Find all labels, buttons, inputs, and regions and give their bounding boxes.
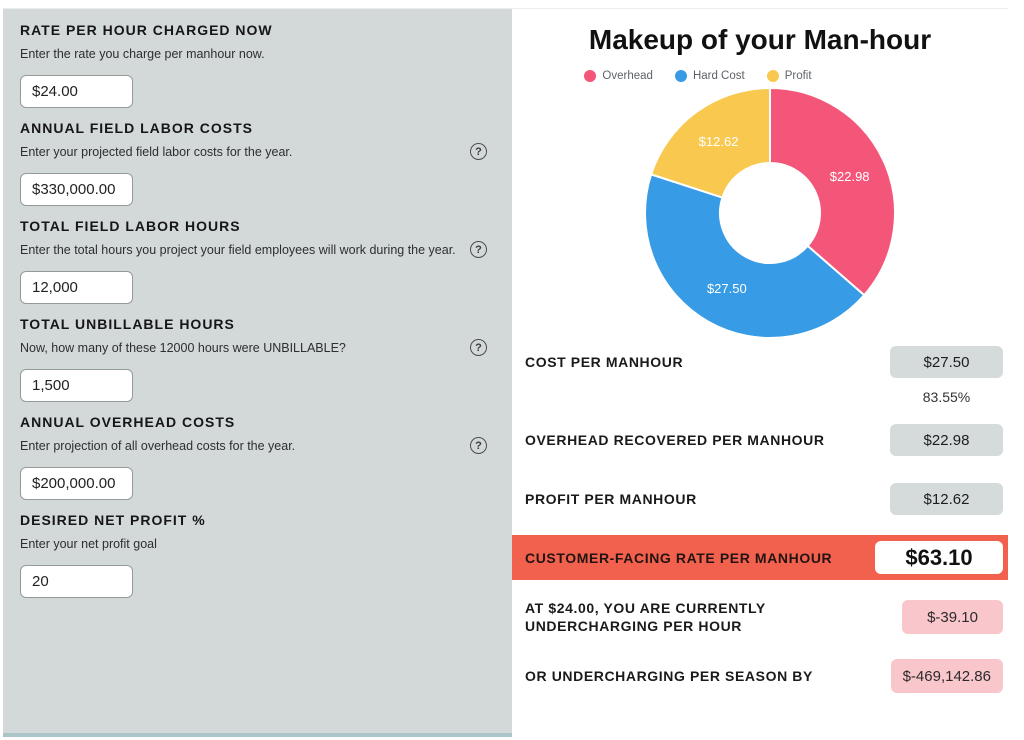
result-label: OR UNDERCHARGING PER SEASON BY: [525, 668, 813, 684]
legend-label: Hard Cost: [692, 70, 745, 82]
unbillable-hours-input[interactable]: [20, 369, 133, 402]
field-description: Enter projection of all overhead costs f…: [20, 439, 296, 453]
customer-facing-rate-value: $63.10: [875, 541, 1003, 574]
field-description: Now, how many of these 12000 hours were …: [20, 341, 346, 355]
field-description: Enter the rate you charge per manhour no…: [20, 47, 265, 61]
result-label: AT $24.00, YOU ARE CURRENTLY UNDERCHARGI…: [525, 600, 766, 634]
legend-item-overhead[interactable]: Overhead: [584, 70, 653, 82]
annual-labor-costs-input[interactable]: [20, 173, 133, 206]
field-description: Enter your net profit goal: [20, 537, 157, 551]
field-label: TOTAL UNBILLABLE HOURS: [20, 316, 235, 332]
field-label: ANNUAL FIELD LABOR COSTS: [20, 120, 253, 136]
help-icon[interactable]: ?: [470, 241, 487, 258]
annual-overhead-costs-input[interactable]: [20, 467, 133, 500]
cost-per-manhour-value: $27.50: [890, 346, 1003, 378]
field-total-labor-hours: TOTAL FIELD LABOR HOURS Enter the total …: [20, 219, 495, 304]
field-rate-per-hour: RATE PER HOUR CHARGED NOW Enter the rate…: [20, 23, 495, 108]
total-labor-hours-input[interactable]: [20, 271, 133, 304]
field-label: ANNUAL OVERHEAD COSTS: [20, 414, 236, 430]
help-icon[interactable]: ?: [470, 339, 487, 356]
donut-slice-profit[interactable]: [649, 86, 771, 199]
hard-cost-color-dot: [674, 70, 687, 82]
result-row-customer-facing-rate: CUSTOMER-FACING RATE PER MANHOUR $63.10: [512, 535, 1008, 580]
result-label: COST PER MANHOUR: [525, 354, 684, 370]
results-panel: Makeup of your Man-hour Overhead Hard Co…: [512, 9, 1008, 737]
profit-per-manhour-value: $12.62: [890, 483, 1003, 515]
desired-net-profit-input[interactable]: [20, 565, 133, 598]
donut-chart[interactable]: $22.98 $27.50 $12.62: [640, 83, 900, 343]
help-icon[interactable]: ?: [470, 437, 487, 454]
overhead-color-dot: [584, 70, 597, 82]
rate-per-hour-input[interactable]: [20, 75, 133, 108]
field-annual-overhead-costs: ANNUAL OVERHEAD COSTS Enter projection o…: [20, 415, 495, 500]
donut-slice-overhead[interactable]: [769, 86, 896, 297]
result-row-undercharging-per-season: OR UNDERCHARGING PER SEASON BY $-469,142…: [512, 659, 1008, 693]
overhead-recovered-value: $22.98: [890, 424, 1003, 456]
undercharging-per-hour-value: $-39.10: [902, 600, 1003, 634]
result-label: OVERHEAD RECOVERED PER MANHOUR: [525, 432, 825, 448]
chart-title: Makeup of your Man-hour: [588, 24, 932, 55]
chart-legend: Overhead Hard Cost Profit: [450, 70, 946, 82]
field-annual-labor-costs: ANNUAL FIELD LABOR COSTS Enter your proj…: [20, 121, 495, 206]
profit-color-dot: [766, 70, 779, 82]
donut-slice-label: $27.50: [707, 281, 747, 296]
result-label: CUSTOMER-FACING RATE PER MANHOUR: [525, 549, 833, 566]
donut-slice-hard-cost[interactable]: [644, 173, 866, 339]
field-label: DESIRED NET PROFIT %: [20, 512, 206, 528]
donut-slice-label: $22.98: [830, 169, 870, 184]
donut-chart-area: $22.98 $27.50 $12.62: [640, 83, 900, 343]
field-label: RATE PER HOUR CHARGED NOW: [20, 22, 273, 38]
result-row-cost-per-manhour: COST PER MANHOUR $27.50: [512, 346, 1008, 378]
cost-percent-value: 83.55%: [922, 389, 971, 405]
help-icon[interactable]: ?: [470, 143, 487, 160]
field-description: Enter your projected field labor costs f…: [20, 145, 293, 159]
calculator-app: RATE PER HOUR CHARGED NOW Enter the rate…: [3, 8, 1008, 737]
field-description: Enter the total hours you project your f…: [20, 243, 456, 257]
inputs-panel: RATE PER HOUR CHARGED NOW Enter the rate…: [3, 9, 512, 737]
legend-label: Profit: [784, 70, 812, 82]
result-row-overhead-recovered: OVERHEAD RECOVERED PER MANHOUR $22.98: [512, 424, 1008, 456]
field-unbillable-hours: TOTAL UNBILLABLE HOURS Now, how many of …: [20, 317, 495, 402]
legend-label: Overhead: [602, 70, 653, 82]
donut-slice-label: $12.62: [699, 134, 739, 149]
undercharging-per-season-value: $-469,142.86: [890, 659, 1003, 693]
field-label: TOTAL FIELD LABOR HOURS: [20, 218, 241, 234]
result-row-undercharging-per-hour: AT $24.00, YOU ARE CURRENTLY UNDERCHARGI…: [512, 599, 1008, 635]
result-label: PROFIT PER MANHOUR: [525, 491, 697, 507]
legend-item-hard-cost[interactable]: Hard Cost: [674, 70, 745, 82]
field-desired-net-profit: DESIRED NET PROFIT % Enter your net prof…: [20, 513, 495, 598]
legend-item-profit[interactable]: Profit: [766, 70, 812, 82]
results-list: COST PER MANHOUR $27.50 83.55% OVERHEAD …: [512, 346, 1008, 693]
result-row-profit-per-manhour: PROFIT PER MANHOUR $12.62: [512, 483, 1008, 515]
